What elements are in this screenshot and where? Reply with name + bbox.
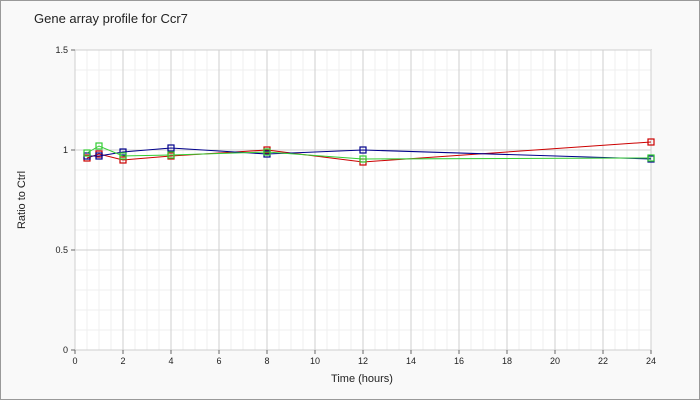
x-tick-label: 16 <box>454 356 464 366</box>
series-line <box>86 145 652 160</box>
x-tick-label: 0 <box>72 356 77 366</box>
y-tick-label: 0.5 <box>55 245 68 255</box>
y-tick-label: 1 <box>63 145 68 155</box>
data-point-marker <box>359 155 367 163</box>
x-tick-label: 2 <box>120 356 125 366</box>
x-tick-label: 4 <box>168 356 173 366</box>
data-point-marker <box>119 152 127 160</box>
series-3 <box>83 142 655 163</box>
data-point-marker <box>119 148 127 156</box>
data-point-marker <box>647 154 655 162</box>
x-tick-label: 12 <box>358 356 368 366</box>
data-point-marker <box>167 144 175 152</box>
data-point-marker <box>119 156 127 164</box>
data-point-marker <box>647 138 655 146</box>
data-point-marker <box>83 149 91 157</box>
x-tick-label: 6 <box>216 356 221 366</box>
data-point-marker <box>95 152 103 160</box>
x-tick-label: 20 <box>550 356 560 366</box>
data-point-marker <box>167 151 175 159</box>
x-tick-label: 18 <box>502 356 512 366</box>
chart-title: Gene array profile for Ccr7 <box>34 11 188 26</box>
x-tick-label: 24 <box>646 356 656 366</box>
data-point-marker <box>359 146 367 154</box>
series-line <box>87 147 652 160</box>
x-tick-label: 10 <box>310 356 320 366</box>
x-axis-label: Time (hours) <box>331 373 393 385</box>
x-tick-label: 8 <box>264 356 269 366</box>
data-point-marker <box>263 148 271 156</box>
series-layer <box>83 138 655 166</box>
y-tick-label: 1.5 <box>55 45 68 55</box>
x-tick-label: 22 <box>598 356 608 366</box>
y-tick-label: 0 <box>63 345 68 355</box>
data-point-marker <box>95 142 103 150</box>
x-tick-label: 14 <box>406 356 416 366</box>
